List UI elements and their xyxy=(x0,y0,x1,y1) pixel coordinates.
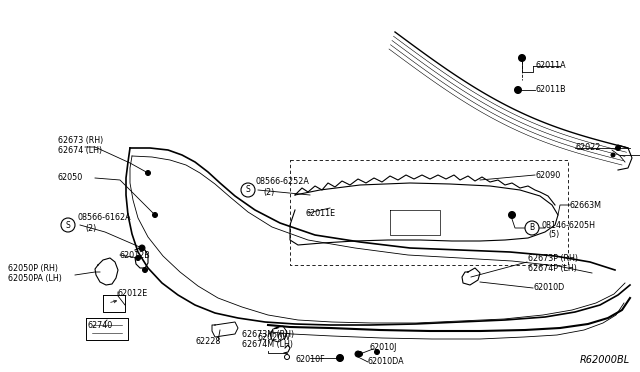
Text: 62228: 62228 xyxy=(196,337,221,346)
Circle shape xyxy=(285,355,289,359)
Text: 62022: 62022 xyxy=(575,144,600,153)
Text: 62674M (LH): 62674M (LH) xyxy=(243,340,294,350)
Text: 62012E: 62012E xyxy=(118,289,148,298)
Circle shape xyxy=(374,350,380,355)
Text: 62673M (RH): 62673M (RH) xyxy=(242,330,294,340)
Circle shape xyxy=(616,145,621,151)
Text: (5): (5) xyxy=(548,231,559,240)
Circle shape xyxy=(355,351,361,357)
Circle shape xyxy=(358,352,362,356)
Text: 62673 (RH): 62673 (RH) xyxy=(58,135,103,144)
Text: 62050P (RH): 62050P (RH) xyxy=(8,263,58,273)
Circle shape xyxy=(139,245,145,251)
Text: S: S xyxy=(66,221,70,230)
Text: 62011B: 62011B xyxy=(535,86,566,94)
Circle shape xyxy=(152,212,157,218)
Text: B: B xyxy=(529,224,534,232)
Text: 62674 (LH): 62674 (LH) xyxy=(58,145,102,154)
Text: 62011A: 62011A xyxy=(535,61,566,71)
Text: 62012B: 62012B xyxy=(120,250,151,260)
Text: 62050: 62050 xyxy=(58,173,83,183)
Circle shape xyxy=(143,267,147,273)
Text: 08566-6162A: 08566-6162A xyxy=(78,214,132,222)
Circle shape xyxy=(241,183,255,197)
Text: 62673P (RH): 62673P (RH) xyxy=(528,253,578,263)
Circle shape xyxy=(509,212,515,218)
Circle shape xyxy=(515,87,522,93)
Circle shape xyxy=(136,256,141,260)
Circle shape xyxy=(337,355,344,362)
Circle shape xyxy=(61,218,75,232)
Text: 62663M: 62663M xyxy=(570,201,602,209)
Text: R62000BL: R62000BL xyxy=(580,355,630,365)
Circle shape xyxy=(611,153,615,157)
Text: 62010J: 62010J xyxy=(370,343,397,353)
Text: S: S xyxy=(246,186,250,195)
Text: (2): (2) xyxy=(85,224,96,232)
Text: (2): (2) xyxy=(263,189,275,198)
Circle shape xyxy=(337,355,343,361)
Text: 62010DA: 62010DA xyxy=(368,357,404,366)
Text: 62674P (LH): 62674P (LH) xyxy=(528,263,577,273)
Circle shape xyxy=(145,170,150,176)
Text: 62050PA (LH): 62050PA (LH) xyxy=(8,273,62,282)
Text: 62740: 62740 xyxy=(88,321,113,330)
Text: 08566-6252A: 08566-6252A xyxy=(255,177,309,186)
Text: 08146-6205H: 08146-6205H xyxy=(541,221,595,230)
Circle shape xyxy=(525,221,539,235)
Text: 62010D: 62010D xyxy=(533,283,564,292)
Text: 62010F: 62010F xyxy=(295,356,324,365)
Text: 62090: 62090 xyxy=(535,170,560,180)
Text: 62011E: 62011E xyxy=(305,208,335,218)
Circle shape xyxy=(518,55,525,61)
Text: 62020W: 62020W xyxy=(258,334,291,343)
